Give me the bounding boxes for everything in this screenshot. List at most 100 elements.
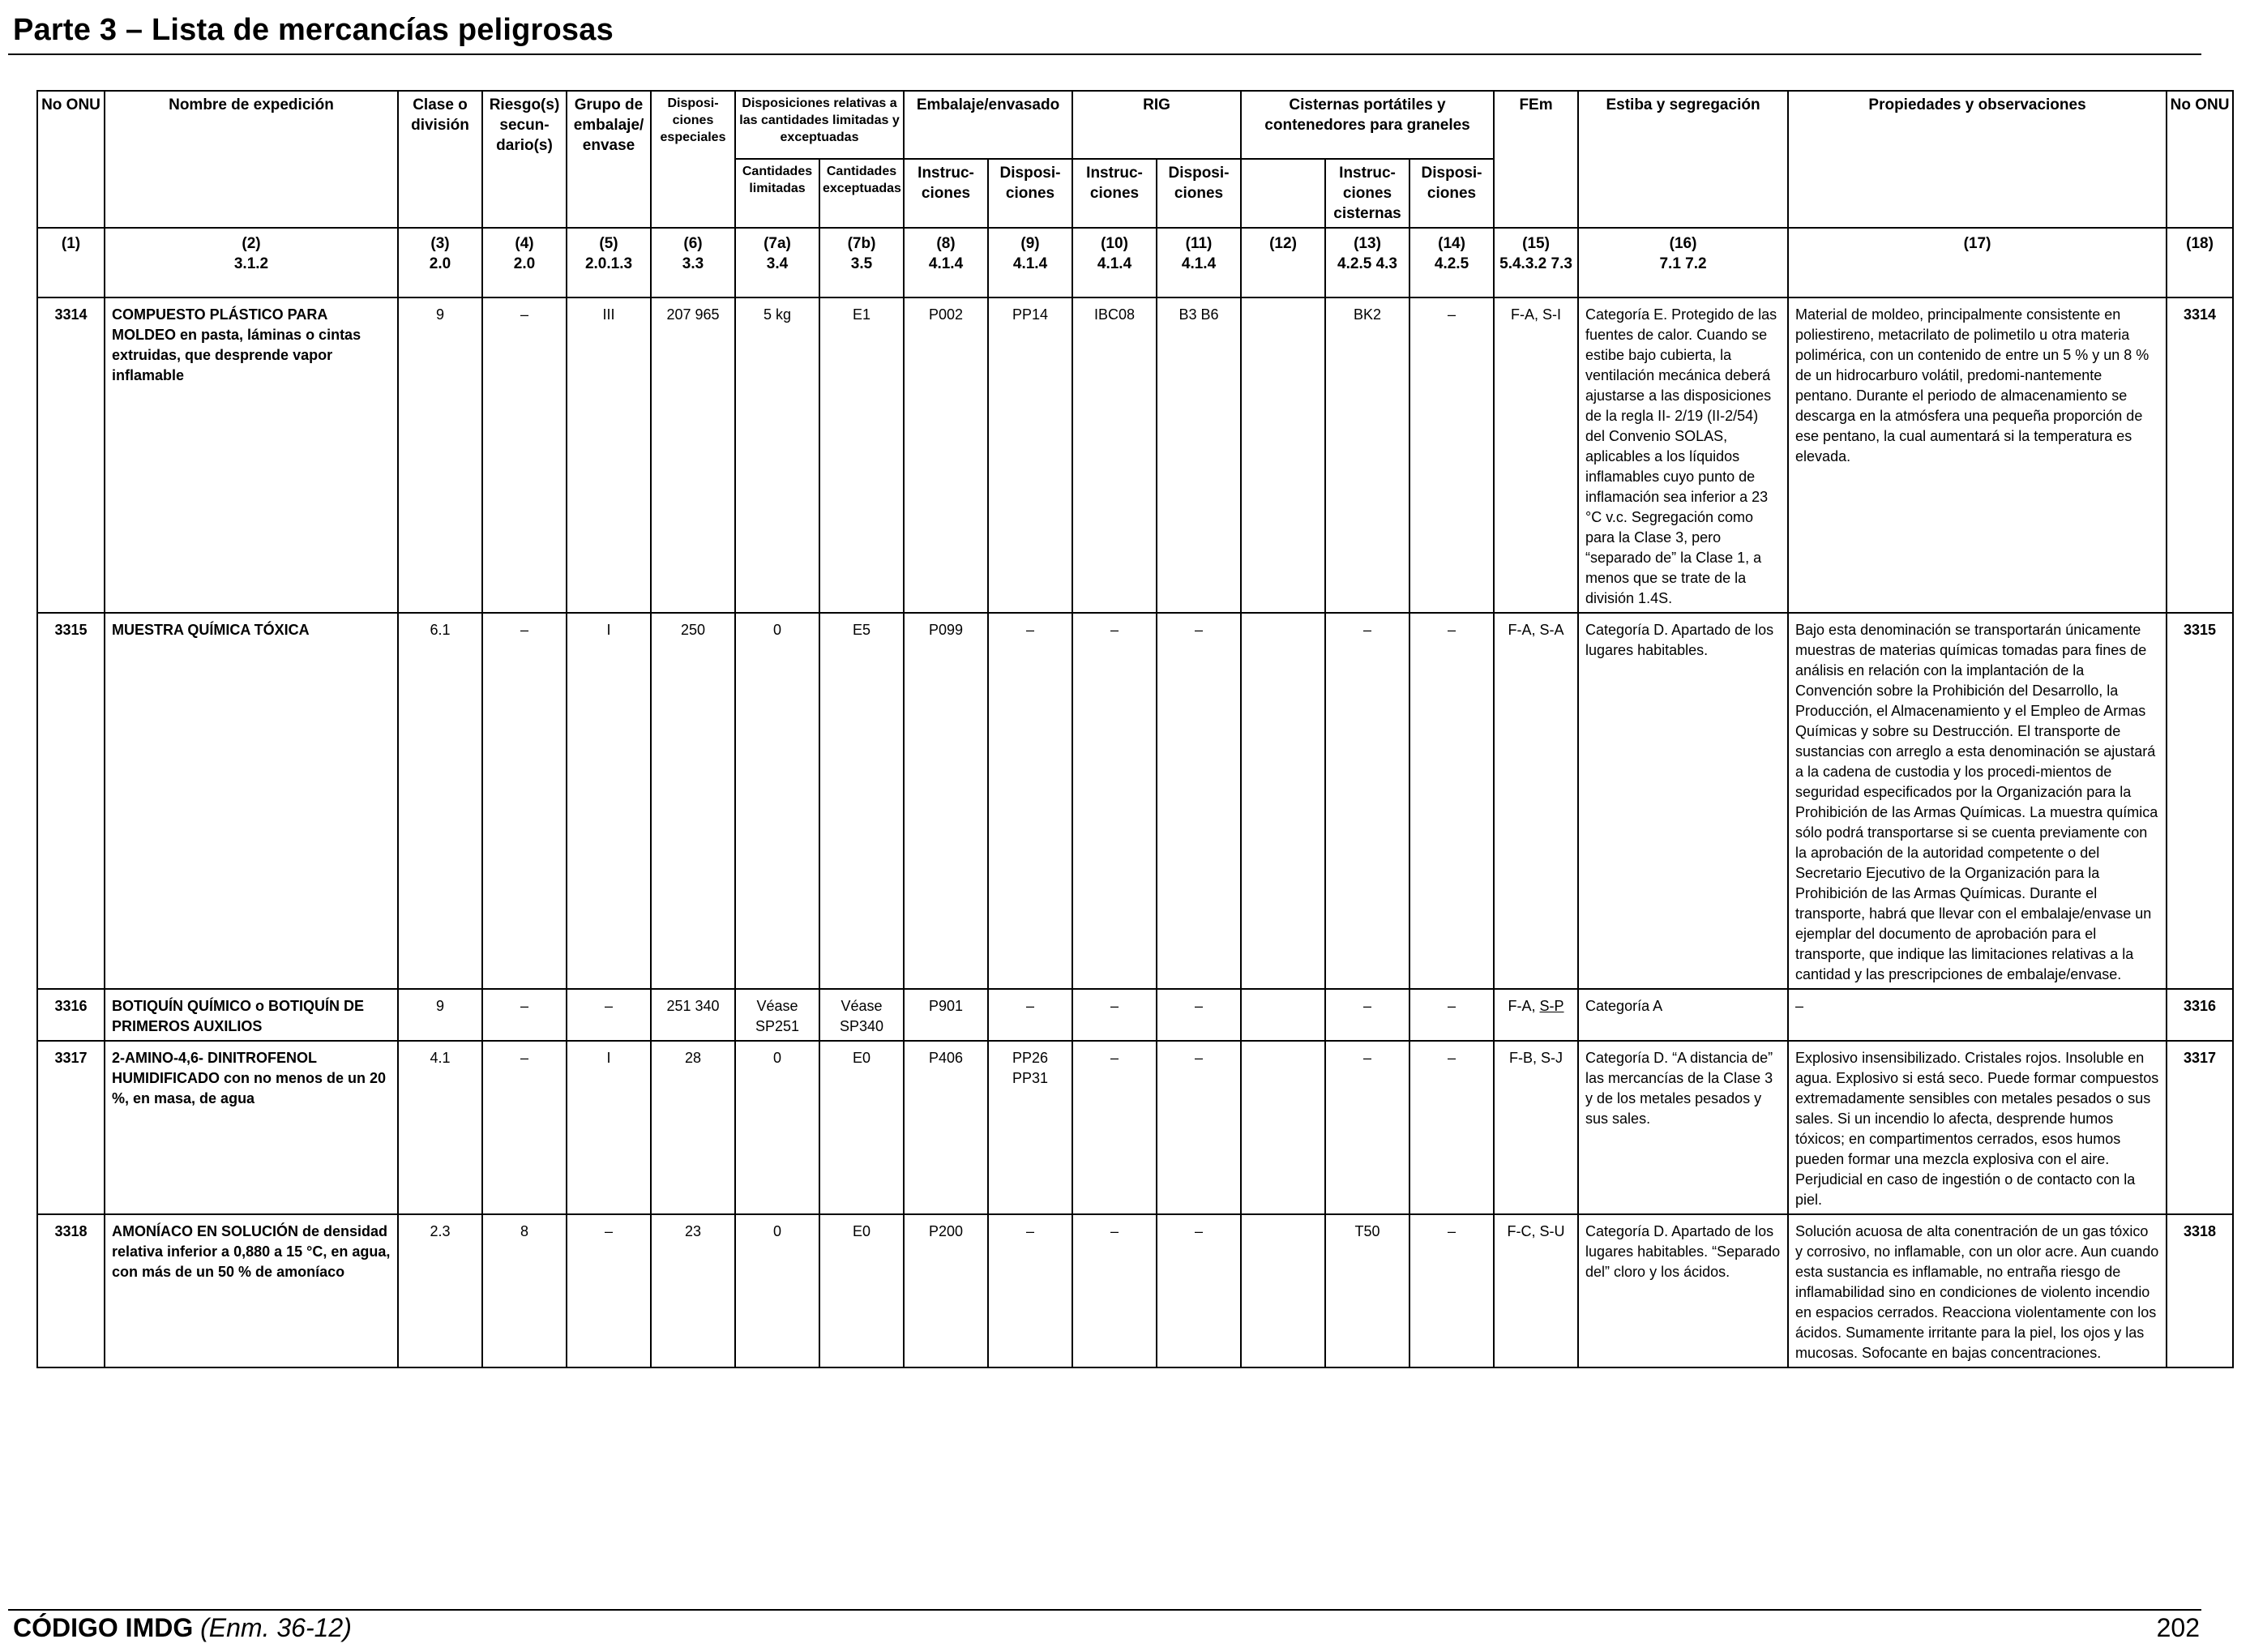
column-number-cell: (4) 2.0 <box>481 227 567 298</box>
packing-group-cell: – <box>566 1213 652 1368</box>
column-number-cell: (14) 4.2.5 <box>1409 227 1495 298</box>
special-provisions-cell: 23 <box>650 1213 736 1368</box>
header-cisternas-disposiciones: Disposi-ciones <box>1409 158 1495 229</box>
column-number-cell: (17) <box>1787 227 2168 298</box>
column-number-cell: (7a) 3.4 <box>734 227 820 298</box>
column-number-cell: (6) 3.3 <box>650 227 736 298</box>
limited-quantities-cell: 0 <box>734 1040 820 1215</box>
tank-instructions-cell: – <box>1324 1040 1411 1215</box>
properties-observations-cell: Solución acuosa de alta conentración de … <box>1787 1213 2168 1368</box>
stowage-segregation-cell: Categoría D. “A distancia de” las mercan… <box>1577 1040 1790 1215</box>
column-number-cell: (3) 2.0 <box>397 227 483 298</box>
un-number-cell: 3315 <box>36 612 105 990</box>
shipping-name-cell: AMONÍACO EN SOLUCIÓN de densidad relativ… <box>104 1213 399 1368</box>
column-number: (9) <box>1020 235 1040 252</box>
column-number: (6) <box>683 235 703 252</box>
shipping-name-cell: MUESTRA QUÍMICA TÓXICA <box>104 612 399 990</box>
header-disposiciones-especiales: Disposi-ciones especiales <box>650 90 736 229</box>
excepted-quantities-cell: E1 <box>818 297 905 614</box>
column-number: (12) <box>1269 235 1297 252</box>
page-title: Parte 3 – Lista de mercancías peligrosas <box>13 13 614 47</box>
header-col12-blank <box>1240 158 1327 229</box>
column-reference: 7.1 7.2 <box>1659 255 1707 272</box>
packing-instructions-cell: P901 <box>903 988 990 1042</box>
column-number: (15) <box>1522 235 1550 252</box>
header-embalaje: Embalaje/envasado <box>903 90 1074 160</box>
subsidiary-risk-cell: – <box>481 297 567 614</box>
packing-provisions-cell: – <box>987 1213 1074 1368</box>
stowage-segregation-cell: Categoría D. Apartado de los lugares hab… <box>1577 1213 1790 1368</box>
column-number-cell: (11) 4.1.4 <box>1156 227 1243 298</box>
column-number: (2) <box>242 235 261 252</box>
special-provisions-cell: 250 <box>650 612 736 990</box>
column-number-row: (1) (2) 3.1.2 (3) 2.0 (4) 2.0 (5) 2.0.1.3 (6) 3.3(… <box>36 227 2235 298</box>
header-cisternas-instrucciones: Instruc-ciones cisternas <box>1324 158 1411 229</box>
column-reference: 2.0.1.3 <box>584 255 633 272</box>
properties-observations-cell: Bajo esta denominación se transportarán … <box>1787 612 2168 990</box>
column-reference: 2.0 <box>513 255 536 272</box>
ems-cell: F-A, S-P <box>1493 988 1580 1042</box>
column-12-cell <box>1240 1040 1327 1215</box>
ibc-provisions-cell: B3 B6 <box>1156 297 1243 614</box>
column-number-cell: (5) 2.0.1.3 <box>566 227 652 298</box>
stowage-segregation-cell: Categoría D. Apartado de los lugares hab… <box>1577 612 1790 990</box>
column-reference: 4.1.4 <box>928 255 964 272</box>
header-embalaje-instrucciones: Instruc-ciones <box>903 158 990 229</box>
packing-instructions-cell: P099 <box>903 612 990 990</box>
header-grupo: Grupo de embalaje/ envase <box>566 90 652 229</box>
column-number: (17) <box>1963 235 1991 252</box>
ibc-instructions-cell: IBC08 <box>1072 297 1158 614</box>
column-number-cell: (9) 4.1.4 <box>987 227 1074 298</box>
ibc-provisions-cell: – <box>1156 988 1243 1042</box>
limited-quantities-cell: 0 <box>734 1213 820 1368</box>
ibc-instructions-cell: – <box>1072 612 1158 990</box>
column-number: (8) <box>936 235 956 252</box>
column-number: (18) <box>2186 235 2214 252</box>
packing-group-cell: I <box>566 612 652 990</box>
un-number-end-cell: 3316 <box>2166 988 2235 1042</box>
shipping-name-cell: 2-AMINO-4,6- DINITROFENOL HUMIDIFICADO c… <box>104 1040 399 1215</box>
un-number-end-cell: 3314 <box>2166 297 2235 614</box>
header-estiba: Estiba y segregación <box>1577 90 1790 229</box>
header-propiedades: Propiedades y observaciones <box>1787 90 2168 229</box>
properties-observations-cell: – <box>1787 988 2168 1042</box>
column-number-cell: (2) 3.1.2 <box>104 227 399 298</box>
column-number: (13) <box>1354 235 1381 252</box>
class-cell: 6.1 <box>397 612 483 990</box>
column-reference: 4.2.5 <box>1434 255 1469 272</box>
un-number-cell: 3317 <box>36 1040 105 1215</box>
ems-cell: F-C, S-U <box>1493 1213 1580 1368</box>
header-rig: RIG <box>1072 90 1243 160</box>
packing-provisions-cell: – <box>987 988 1074 1042</box>
ems-fire: F-A, <box>1508 998 1540 1014</box>
class-cell: 9 <box>397 988 483 1042</box>
header-nombre: Nombre de expedición <box>104 90 399 229</box>
tank-provisions-cell: – <box>1409 1040 1495 1215</box>
limited-quantities-cell: 5 kg <box>734 297 820 614</box>
column-number-cell: (16) 7.1 7.2 <box>1577 227 1790 298</box>
ibc-provisions-cell: – <box>1156 1040 1243 1215</box>
header-clase: Clase o división <box>397 90 483 229</box>
footer-amendment: (Enm. 36-12) <box>200 1613 352 1642</box>
column-number: (10) <box>1101 235 1128 252</box>
packing-provisions-cell: – <box>987 612 1074 990</box>
column-number-cell: (8) 4.1.4 <box>903 227 990 298</box>
header-rig-instrucciones: Instruc-ciones <box>1072 158 1158 229</box>
tank-provisions-cell: – <box>1409 988 1495 1042</box>
header-cantidades-limitadas: Cantidades limitadas <box>734 158 820 229</box>
special-provisions-cell: 28 <box>650 1040 736 1215</box>
ibc-provisions-cell: – <box>1156 1213 1243 1368</box>
column-number-cell: (12) <box>1240 227 1327 298</box>
packing-provisions-cell: PP26 PP31 <box>987 1040 1074 1215</box>
column-number: (7a) <box>764 235 791 252</box>
header-cantidades-exceptuadas: Cantidades exceptuadas <box>818 158 905 229</box>
un-number-end-cell: 3317 <box>2166 1040 2235 1215</box>
class-cell: 4.1 <box>397 1040 483 1215</box>
tank-provisions-cell: – <box>1409 1213 1495 1368</box>
column-number-cell: (7b) 3.5 <box>818 227 905 298</box>
stowage-segregation-cell: Categoría A <box>1577 988 1790 1042</box>
un-number-end-cell: 3318 <box>2166 1213 2235 1368</box>
column-reference: 3.3 <box>682 255 704 272</box>
packing-instructions-cell: P200 <box>903 1213 990 1368</box>
packing-group-cell: I <box>566 1040 652 1215</box>
